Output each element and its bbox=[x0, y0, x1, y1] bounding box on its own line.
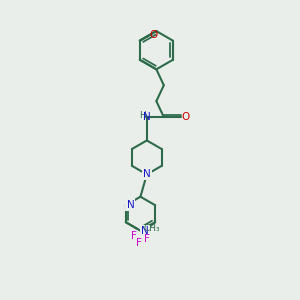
Text: F: F bbox=[144, 234, 150, 244]
Text: N: N bbox=[141, 226, 149, 236]
Text: O: O bbox=[181, 112, 190, 122]
Text: F: F bbox=[136, 238, 142, 248]
Text: N: N bbox=[143, 112, 151, 122]
Text: O: O bbox=[150, 30, 158, 40]
Text: CH₃: CH₃ bbox=[144, 224, 160, 233]
Text: N: N bbox=[143, 169, 151, 179]
Text: H: H bbox=[140, 111, 146, 120]
Text: F: F bbox=[131, 231, 137, 241]
Text: N: N bbox=[127, 200, 134, 210]
